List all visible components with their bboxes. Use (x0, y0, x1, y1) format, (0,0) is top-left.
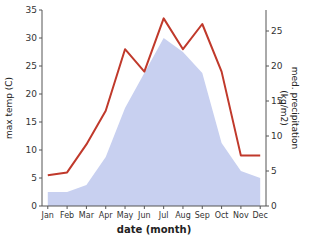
x-tick-label: Apr (99, 211, 114, 220)
x-axis-label: date (month) (117, 224, 191, 235)
chart: 051015202530350510152025JanFebMarAprMayJ… (0, 0, 318, 247)
x-tick-label: May (117, 211, 134, 220)
y2-axis-label-line: (kg/m2) (279, 90, 289, 125)
y2-tick (266, 206, 269, 207)
y-tick-label: 10 (26, 145, 38, 155)
y2-axis-line (266, 10, 267, 206)
y2-axis-label-line: med. precipitation (290, 67, 300, 149)
x-tick-label: Feb (60, 211, 74, 220)
x-tick-label: Nov (233, 211, 249, 220)
y2-tick (266, 101, 269, 102)
x-tick-label: Mar (79, 211, 95, 220)
y2-tick-label: 0 (271, 201, 277, 211)
x-axis-line (42, 206, 266, 207)
x-tick-label: Jun (137, 211, 151, 220)
y-tick (39, 178, 42, 179)
y-tick-label: 0 (31, 201, 37, 211)
x-tick-label: Sep (195, 211, 210, 220)
marks (48, 18, 260, 206)
x-tick (86, 206, 87, 209)
y-tick-label: 5 (31, 173, 37, 183)
y-tick-label: 25 (26, 61, 37, 71)
temp-line (48, 18, 260, 175)
x-tick (163, 206, 164, 209)
y-axis-label: max temp (C) (4, 77, 14, 139)
y-tick-label: 15 (26, 117, 37, 127)
y-tick (39, 206, 42, 207)
y2-tick-label: 20 (271, 61, 283, 71)
precip-area (48, 38, 260, 206)
y-tick (39, 38, 42, 39)
y2-tick-label: 10 (271, 131, 283, 141)
x-tick (144, 206, 145, 209)
x-tick (182, 206, 183, 209)
y-axis-line (42, 10, 43, 206)
y-tick (39, 94, 42, 95)
x-tick (67, 206, 68, 209)
x-tick (240, 206, 241, 209)
x-tick-label: Oct (215, 211, 229, 220)
x-tick (47, 206, 48, 209)
y-tick (39, 66, 42, 67)
y-tick (39, 122, 42, 123)
y-tick-label: 35 (26, 5, 37, 15)
y-tick (39, 10, 42, 11)
x-tick (202, 206, 203, 209)
x-tick-label: Jul (158, 211, 169, 220)
x-tick (105, 206, 106, 209)
x-tick (221, 206, 222, 209)
y-tick-label: 30 (26, 33, 38, 43)
y2-axis-label: med. precipitation(kg/m2) (279, 67, 300, 149)
x-tick (125, 206, 126, 209)
x-tick-label: Aug (175, 211, 191, 220)
y2-tick (266, 66, 269, 67)
x-tick-label: Dec (252, 211, 267, 220)
y-tick-label: 20 (26, 89, 38, 99)
y2-tick (266, 171, 269, 172)
y2-tick (266, 31, 269, 32)
y-tick (39, 150, 42, 151)
x-tick (260, 206, 261, 209)
x-tick-label: Jan (41, 211, 54, 220)
y2-tick-label: 25 (271, 26, 282, 36)
y2-tick-label: 5 (271, 166, 277, 176)
y2-tick (266, 136, 269, 137)
